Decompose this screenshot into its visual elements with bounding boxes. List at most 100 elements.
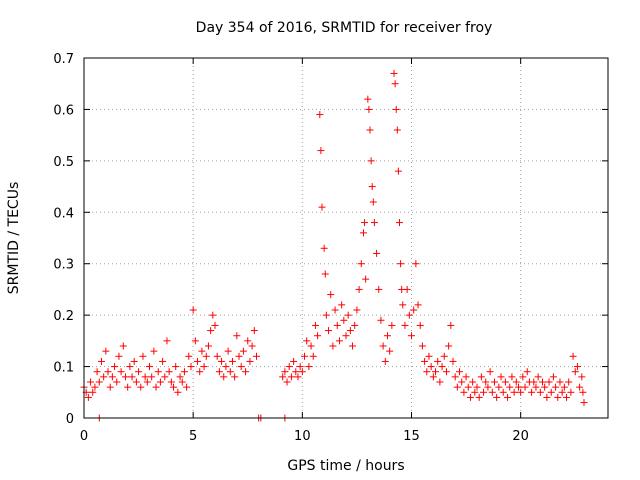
data-point: [316, 111, 324, 119]
data-point: [427, 363, 435, 371]
data-point: [508, 373, 516, 381]
data-point: [248, 342, 256, 350]
data-point: [226, 368, 234, 376]
data-point: [438, 363, 446, 371]
data-point: [198, 347, 206, 355]
y-tick-label: 0.3: [53, 258, 74, 273]
data-point: [366, 126, 374, 134]
x-tick-label: 15: [403, 429, 420, 444]
data-point: [567, 388, 575, 396]
data-point: [484, 383, 492, 391]
data-point: [87, 378, 95, 386]
data-point: [353, 306, 361, 314]
data-point: [490, 378, 498, 386]
plot-frame: [83, 57, 609, 419]
data-point: [351, 321, 359, 329]
data-point: [464, 383, 472, 391]
data-point: [189, 306, 197, 314]
data-point: [560, 383, 568, 391]
data-point: [335, 337, 343, 345]
data-point: [519, 373, 527, 381]
data-point: [578, 373, 586, 381]
data-point: [215, 368, 223, 376]
data-point: [388, 321, 396, 329]
data-point: [213, 352, 221, 360]
x-axis-label: GPS time / hours: [287, 458, 404, 474]
data-point: [579, 388, 587, 396]
data-point: [113, 378, 121, 386]
data-point: [425, 352, 433, 360]
data-point: [292, 368, 300, 376]
y-tick-label: 0: [66, 412, 74, 427]
x-tick-labels: 0 5 10 15 20: [80, 429, 529, 444]
data-point: [462, 373, 470, 381]
data-point: [222, 363, 230, 371]
data-point: [287, 373, 295, 381]
data-point: [235, 352, 243, 360]
y-tick-labels: 0 0.1 0.2 0.3 0.4 0.5 0.6 0.7: [53, 52, 74, 427]
data-point: [165, 368, 173, 376]
data-point: [440, 352, 448, 360]
data-point: [242, 368, 250, 376]
data-point: [307, 342, 315, 350]
data-point: [379, 342, 387, 350]
data-point: [111, 363, 119, 371]
data-point: [325, 327, 333, 335]
data-point: [364, 95, 372, 103]
data-point: [423, 368, 431, 376]
data-point: [187, 363, 195, 371]
y-tick-label: 0.4: [53, 206, 74, 221]
data-point: [375, 285, 383, 293]
data-point: [318, 203, 326, 211]
data-point: [554, 393, 562, 401]
data-point: [549, 373, 557, 381]
data-point: [408, 332, 415, 340]
data-point: [536, 388, 544, 396]
data-point: [108, 373, 116, 381]
data-point: [301, 352, 309, 360]
data-point: [176, 373, 184, 381]
data-point: [156, 378, 164, 386]
data-point: [365, 105, 373, 113]
data-point: [174, 388, 182, 396]
data-point: [290, 357, 298, 365]
data-point: [202, 352, 210, 360]
data-point: [486, 368, 494, 376]
data-point: [456, 368, 464, 376]
data-point: [453, 383, 461, 391]
data-point: [539, 378, 546, 386]
data-point: [528, 388, 536, 396]
data-point: [556, 378, 564, 386]
data-point: [534, 373, 542, 381]
data-point: [196, 368, 204, 376]
data-point: [305, 363, 313, 371]
data-point: [239, 347, 247, 355]
data-point: [124, 383, 132, 391]
data-point: [497, 373, 505, 381]
data-point: [395, 219, 403, 227]
data-point: [573, 363, 581, 371]
data-point: [377, 316, 385, 324]
data-point: [414, 301, 422, 309]
data-point: [355, 285, 363, 293]
grid-lines: [84, 58, 608, 418]
data-point: [357, 260, 365, 268]
data-point: [191, 337, 199, 345]
data-point: [543, 393, 551, 401]
data-point: [368, 183, 376, 191]
data-point: [514, 383, 522, 391]
data-point: [391, 80, 399, 88]
data-point: [361, 219, 369, 227]
data-point: [367, 157, 375, 165]
data-point: [501, 378, 509, 386]
data-point: [115, 352, 123, 360]
data-point: [565, 378, 573, 386]
data-point: [393, 126, 401, 134]
data-point: [104, 368, 112, 376]
data-point: [121, 373, 129, 381]
data-point: [547, 388, 555, 396]
data-point: [303, 337, 311, 345]
data-point: [504, 393, 512, 401]
data-point: [349, 342, 357, 350]
data-point: [250, 327, 258, 335]
